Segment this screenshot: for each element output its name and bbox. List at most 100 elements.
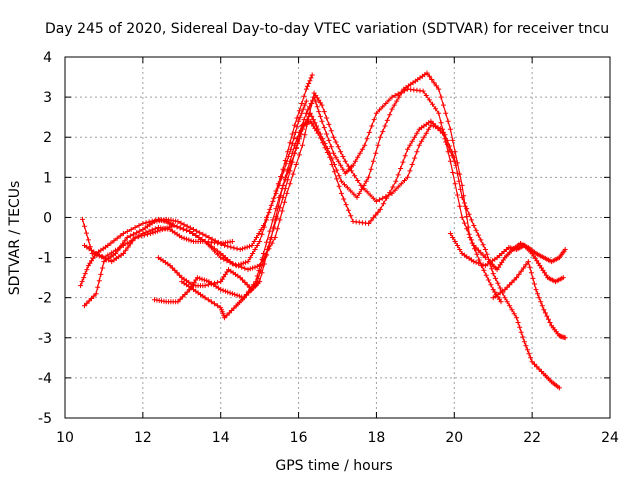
data-point (409, 138, 415, 144)
data-point (556, 385, 562, 391)
data-point (436, 86, 442, 92)
data-point (264, 247, 270, 252)
x-tick-label: 10 (56, 430, 74, 446)
data-point (482, 255, 488, 261)
data-point (296, 152, 302, 158)
data-point (188, 238, 194, 244)
data-point (286, 154, 291, 159)
data-point (438, 120, 444, 126)
data-point (326, 121, 332, 127)
data-point (340, 166, 346, 172)
data-point (511, 277, 517, 283)
data-point (157, 227, 163, 233)
series-arc-6 (152, 118, 457, 305)
plot-frame (64, 56, 611, 419)
data-point (466, 211, 472, 217)
data-point (176, 272, 182, 278)
data-point (342, 182, 347, 188)
data-point (98, 271, 104, 277)
data-point (338, 190, 344, 196)
data-point (355, 154, 361, 160)
data-point (184, 227, 189, 233)
data-point (82, 303, 87, 309)
data-point (314, 123, 319, 129)
data-point (236, 293, 242, 299)
data-point (267, 206, 273, 212)
data-point (187, 229, 193, 234)
data-point (279, 208, 285, 214)
data-point (231, 305, 237, 311)
data-point (202, 239, 208, 244)
data-point (141, 232, 147, 238)
data-point (394, 98, 400, 104)
data-point (445, 118, 451, 124)
data-point (134, 230, 140, 236)
data-point (426, 126, 432, 132)
data-point (317, 113, 323, 119)
data-point (277, 217, 283, 223)
data-point (117, 244, 123, 250)
data-point (324, 115, 330, 121)
data-point (539, 369, 544, 374)
data-point (103, 255, 108, 261)
data-point (234, 292, 240, 298)
data-point (341, 196, 347, 202)
data-point (307, 110, 313, 116)
data-point (544, 313, 550, 319)
data-point (237, 247, 243, 252)
data-point (336, 173, 342, 179)
data-point (364, 189, 370, 195)
data-point (249, 243, 255, 248)
data-point (389, 106, 395, 112)
series-line (154, 120, 455, 303)
data-point (226, 310, 232, 316)
data-point (357, 150, 363, 156)
data-point (178, 220, 184, 226)
y-tick-label: 3 (43, 90, 52, 106)
data-point (162, 226, 168, 232)
data-point (304, 117, 310, 123)
data-point (252, 264, 258, 270)
data-point (155, 228, 161, 234)
data-point (539, 303, 545, 309)
data-point (254, 235, 259, 240)
data-point (504, 299, 510, 305)
data-point (461, 220, 467, 226)
data-point (196, 235, 202, 240)
data-point (252, 247, 258, 252)
data-point (442, 136, 448, 142)
data-point (131, 231, 136, 237)
data-point (373, 212, 379, 218)
data-point (127, 241, 133, 247)
data-point (368, 166, 374, 172)
data-point (534, 364, 540, 370)
data-point (423, 130, 429, 136)
data-point (493, 275, 498, 281)
data-point (459, 182, 465, 188)
data-point (546, 316, 551, 322)
data-point (468, 217, 474, 223)
data-point (282, 186, 288, 192)
data-point (278, 175, 284, 181)
data-point (375, 142, 381, 148)
data-point (480, 262, 486, 268)
data-point (246, 290, 252, 296)
data-point (301, 93, 307, 99)
data-point (299, 101, 305, 106)
data-point (297, 114, 303, 120)
data-point (414, 149, 420, 155)
data-point (336, 183, 342, 189)
data-point (240, 260, 246, 266)
data-point (395, 91, 401, 97)
data-point (261, 223, 266, 228)
data-point (204, 278, 210, 284)
data-point (359, 186, 365, 192)
data-point (205, 297, 211, 303)
x-tick-label: 16 (290, 430, 308, 446)
data-point (175, 299, 181, 305)
data-point (293, 162, 299, 167)
y-tick-label: 2 (43, 130, 52, 146)
data-point (270, 217, 276, 223)
data-point (334, 167, 340, 173)
